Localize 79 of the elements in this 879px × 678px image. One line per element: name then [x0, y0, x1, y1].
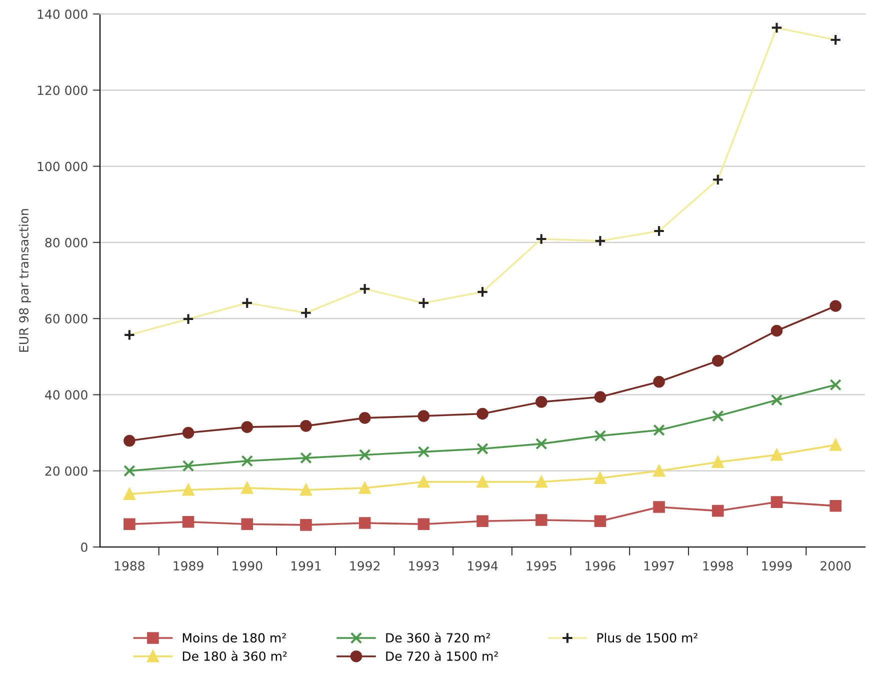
point: [241, 455, 254, 467]
y-tick-label: 0: [81, 542, 88, 552]
y-tick-label: 60 000: [45, 314, 88, 324]
point: [241, 421, 254, 433]
x-tick-label: 1991: [291, 561, 321, 571]
point: [358, 482, 371, 494]
legend-label: Plus de 1500 m²: [597, 632, 698, 643]
point: [124, 464, 136, 477]
x-tick-label: 1999: [762, 561, 792, 571]
x-tick-label: 1998: [703, 561, 733, 571]
point: [770, 496, 783, 508]
y-tick-label: 120 000: [38, 86, 88, 96]
point: [830, 300, 842, 312]
point: [124, 434, 136, 447]
point: [535, 396, 548, 408]
point: [300, 452, 312, 464]
point: [358, 448, 371, 461]
x-tick-label: 2000: [820, 561, 851, 571]
point: [182, 516, 194, 528]
point: [653, 464, 665, 477]
point: [418, 410, 430, 422]
y-tick-label: 40 000: [45, 390, 88, 400]
legend-label: De 360 à 720 m²: [386, 632, 490, 643]
x-tick-label: 1992: [350, 561, 380, 571]
point: [182, 460, 194, 472]
point: [124, 518, 136, 530]
y-tick-label: 100 000: [38, 162, 88, 172]
point: [594, 430, 606, 442]
point: [712, 456, 724, 468]
point: [770, 394, 783, 406]
point: [124, 488, 136, 500]
point: [594, 472, 606, 484]
point: [300, 484, 312, 496]
legend-label: De 720 à 1500 m²: [386, 650, 498, 661]
point: [770, 324, 783, 337]
y-axis-title: EUR 98 par transaction: [18, 209, 31, 352]
point: [476, 408, 488, 420]
y-tick-label: 80 000: [45, 238, 88, 248]
x-tick-label: 1997: [644, 561, 674, 571]
point: [653, 501, 665, 513]
x-tick-label: 1994: [468, 561, 498, 571]
point: [300, 420, 312, 432]
point: [476, 476, 488, 488]
point: [712, 504, 724, 517]
point: [830, 439, 842, 451]
point: [241, 482, 254, 494]
y-tick-label: 20 000: [45, 466, 88, 476]
point: [830, 500, 842, 512]
x-tick-label: 1989: [174, 561, 204, 571]
point: [535, 438, 548, 450]
x-tick-label: 1990: [232, 561, 262, 571]
point: [653, 424, 665, 436]
point: [830, 378, 842, 391]
point: [535, 476, 548, 488]
point: [418, 446, 430, 458]
x-tick-label: 1988: [114, 561, 144, 571]
point: [712, 354, 724, 367]
point: [418, 476, 430, 488]
point: [712, 410, 724, 422]
point: [358, 517, 371, 529]
point: [358, 412, 371, 424]
y-tick-label: 140 000: [38, 9, 88, 19]
point: [182, 484, 194, 496]
x-tick-label: 1996: [586, 561, 616, 571]
point: [594, 391, 606, 403]
point: [594, 515, 606, 528]
point: [418, 518, 430, 530]
x-tick-label: 1993: [409, 561, 439, 571]
point: [770, 448, 783, 461]
point: [182, 426, 194, 439]
x-tick-label: 1995: [526, 561, 556, 571]
point: [241, 518, 254, 530]
point: [300, 519, 312, 531]
point: [476, 515, 488, 528]
legend-label: Moins de 180 m²: [182, 632, 286, 643]
legend-label: De 180 à 360 m²: [182, 650, 287, 661]
point: [535, 514, 548, 526]
point: [653, 376, 665, 388]
point: [476, 442, 488, 455]
